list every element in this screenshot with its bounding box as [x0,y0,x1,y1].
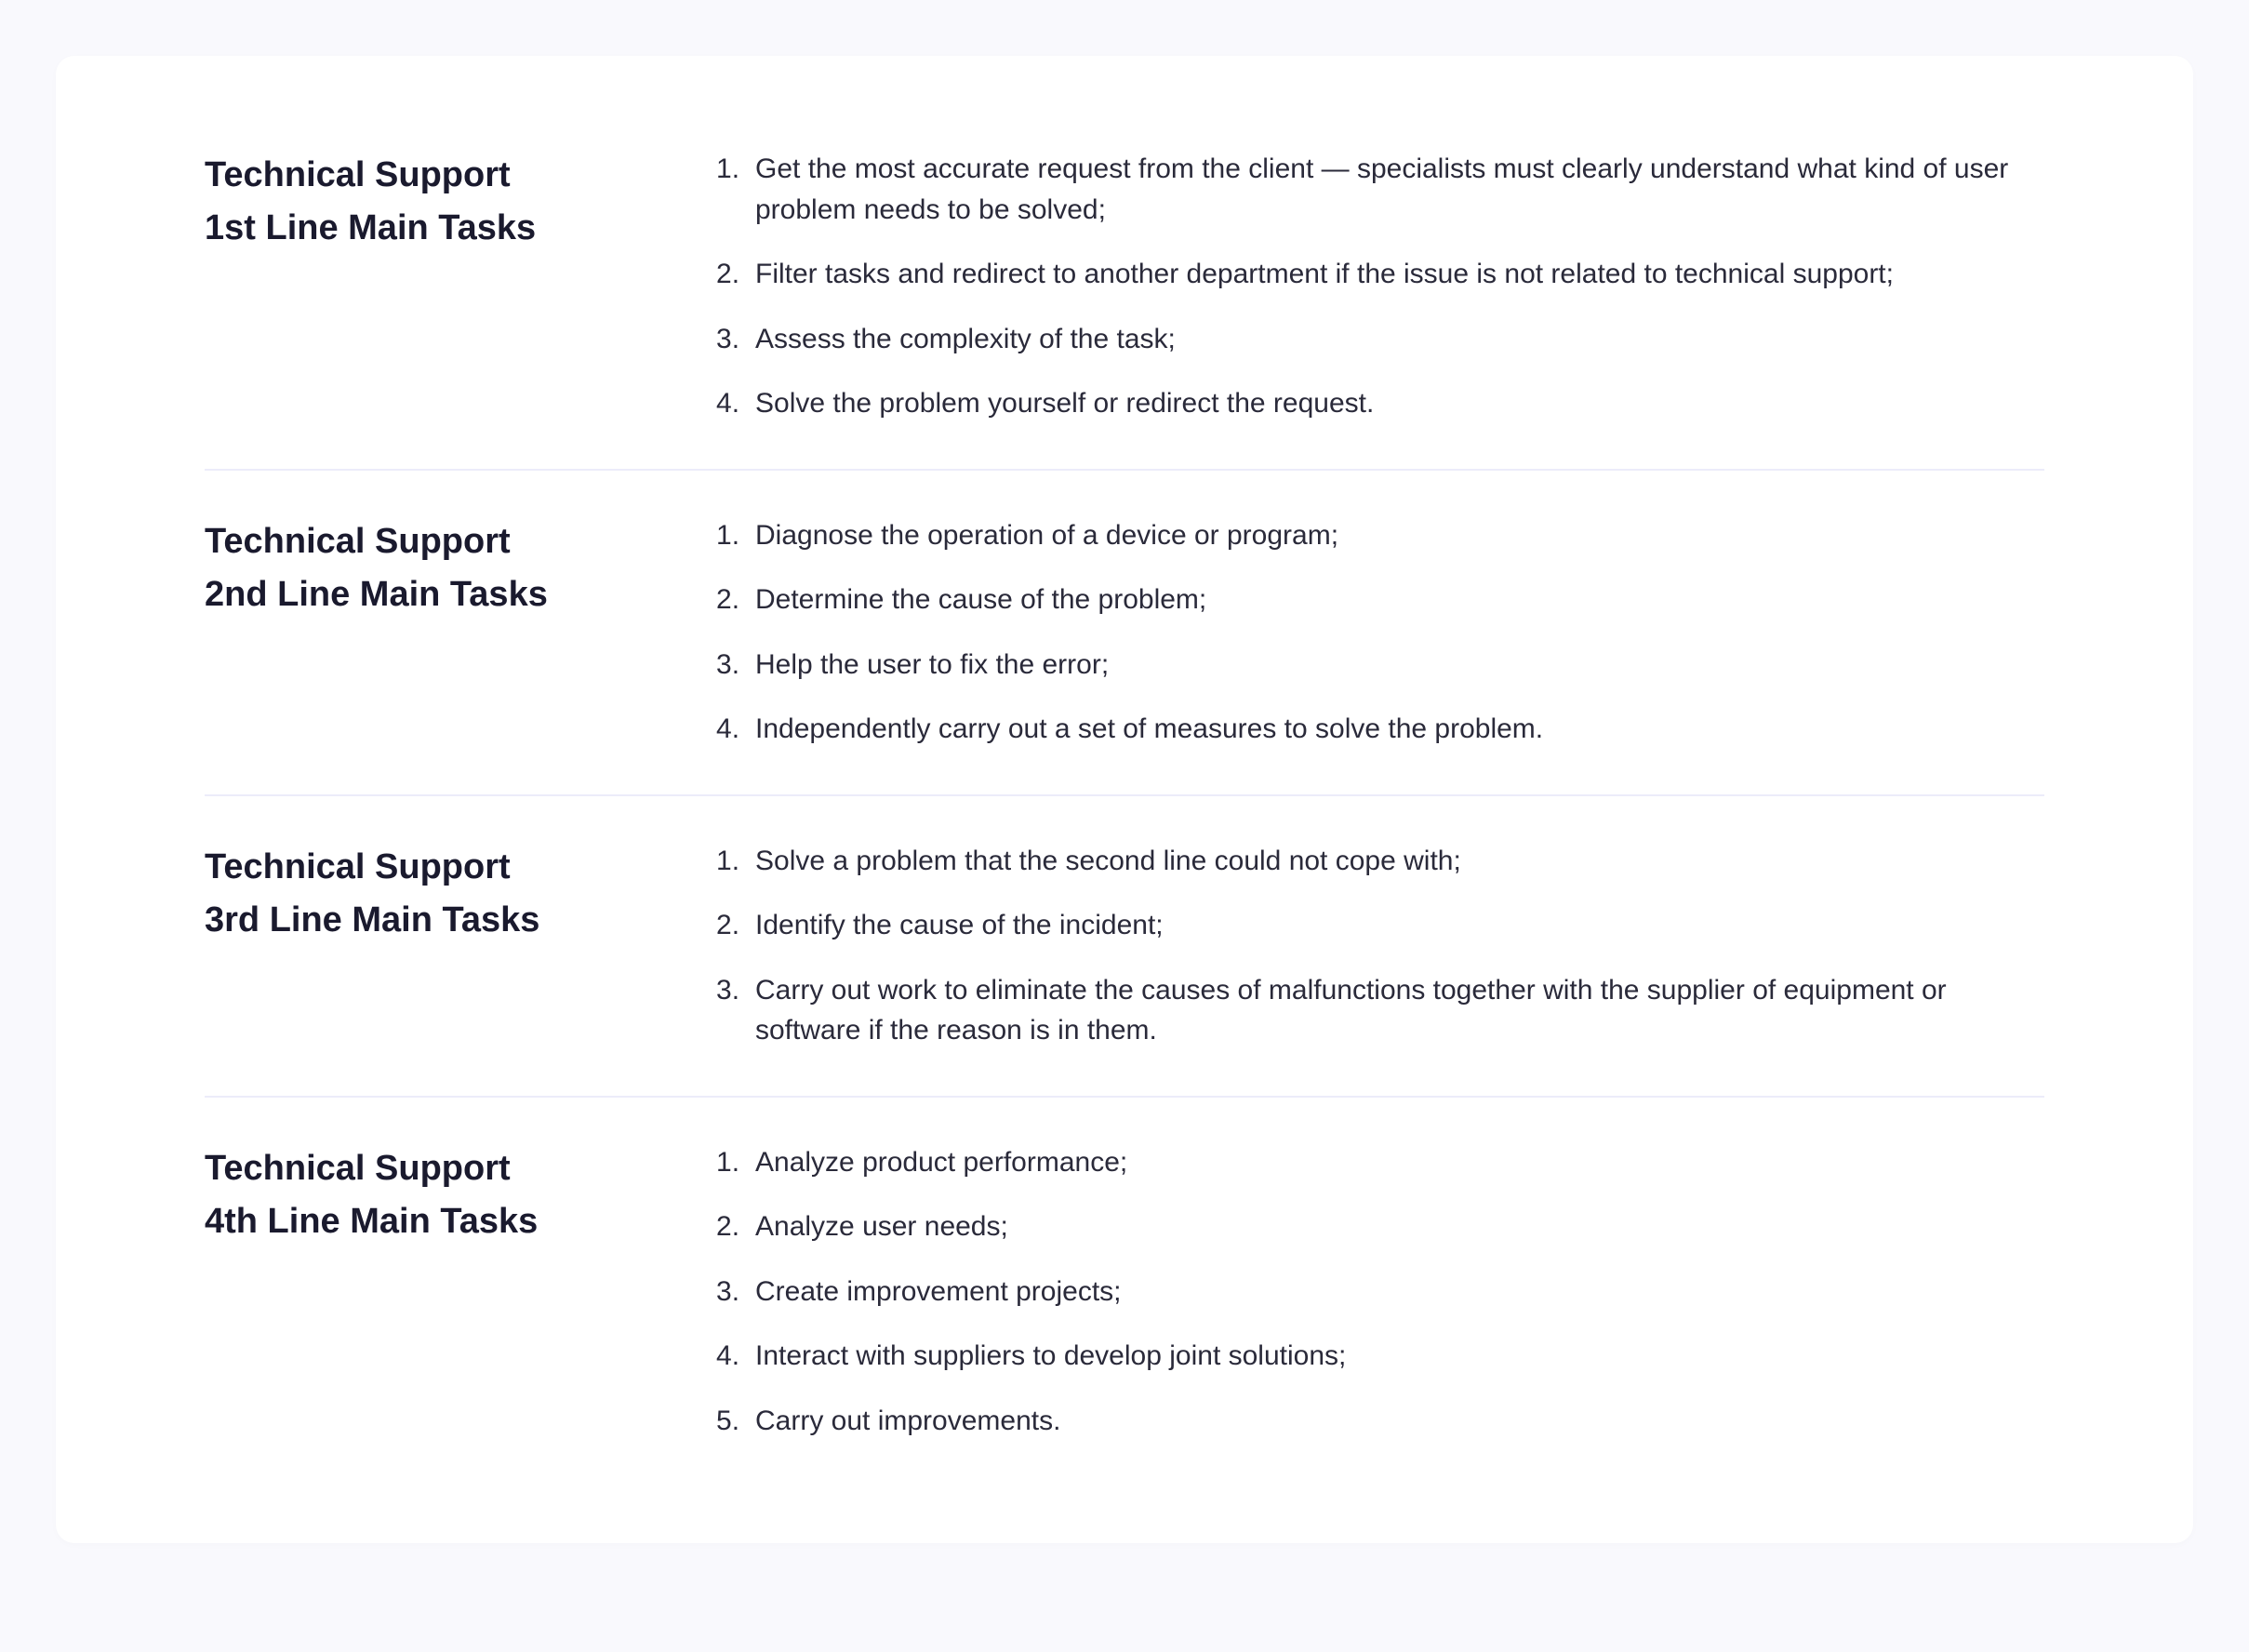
task-item: Analyze product performance; [716,1142,2044,1183]
task-item: Filter tasks and redirect to another dep… [716,254,2044,295]
section-4th-line: Technical Support 4th Line Main Tasks An… [205,1098,2044,1442]
section-3rd-line: Technical Support 3rd Line Main Tasks So… [205,796,2044,1096]
task-item: Solve a problem that the second line cou… [716,841,2044,882]
task-list: Get the most accurate request from the c… [716,149,2044,424]
section-1st-line: Technical Support 1st Line Main Tasks Ge… [205,140,2044,469]
task-list: Analyze product performance; Analyze use… [716,1142,2044,1442]
title-line1: Technical Support [205,155,511,194]
task-item: Independently carry out a set of measure… [716,709,2044,750]
task-item: Analyze user needs; [716,1206,2044,1247]
task-item: Carry out work to eliminate the causes o… [716,970,2044,1051]
section-2nd-line: Technical Support 2nd Line Main Tasks Di… [205,471,2044,794]
section-title: Technical Support 2nd Line Main Tasks [205,515,660,750]
task-item: Assess the complexity of the task; [716,319,2044,360]
section-title: Technical Support 4th Line Main Tasks [205,1142,660,1442]
content-card: Technical Support 1st Line Main Tasks Ge… [56,56,2193,1543]
title-line2: 2nd Line Main Tasks [205,575,548,614]
title-line1: Technical Support [205,522,511,561]
title-line1: Technical Support [205,847,511,886]
task-item: Diagnose the operation of a device or pr… [716,515,2044,556]
title-line1: Technical Support [205,1149,511,1188]
task-item: Get the most accurate request from the c… [716,149,2044,230]
task-item: Help the user to fix the error; [716,645,2044,686]
task-item: Identify the cause of the incident; [716,905,2044,946]
task-list: Diagnose the operation of a device or pr… [716,515,2044,750]
title-line2: 1st Line Main Tasks [205,208,536,247]
section-title: Technical Support 3rd Line Main Tasks [205,841,660,1051]
title-line2: 4th Line Main Tasks [205,1202,538,1241]
task-item: Solve the problem yourself or redirect t… [716,383,2044,424]
task-item: Determine the cause of the problem; [716,580,2044,620]
task-list: Solve a problem that the second line cou… [716,841,2044,1051]
task-item: Carry out improvements. [716,1401,2044,1442]
task-item: Create improvement projects; [716,1272,2044,1312]
title-line2: 3rd Line Main Tasks [205,900,539,939]
section-title: Technical Support 1st Line Main Tasks [205,149,660,424]
task-item: Interact with suppliers to develop joint… [716,1336,2044,1377]
